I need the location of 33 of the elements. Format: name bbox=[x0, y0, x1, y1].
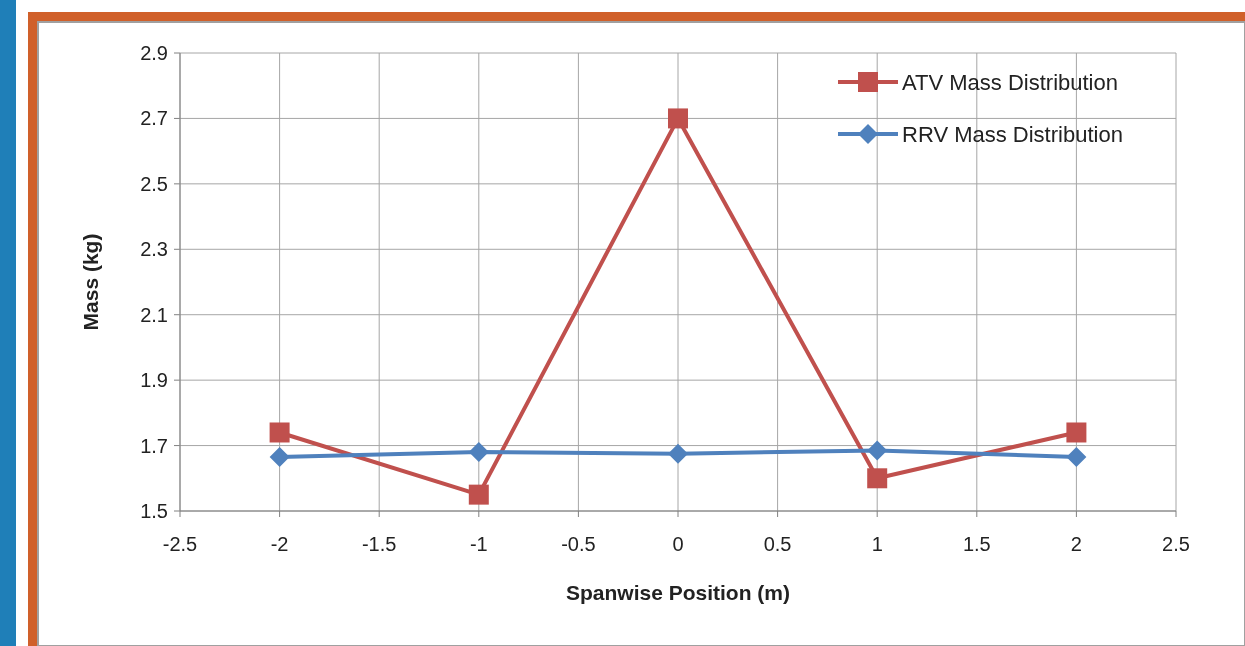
point bbox=[468, 484, 489, 505]
x-tick-label: 0.5 bbox=[763, 533, 792, 555]
x-tick-label: 1 bbox=[871, 533, 883, 555]
x-axis-title: Spanwise Position (m) bbox=[565, 581, 791, 604]
y-tick-label: 2.5 bbox=[140, 172, 168, 195]
point bbox=[668, 443, 688, 464]
legend-label: ATV Mass Distribution bbox=[902, 69, 1118, 95]
point bbox=[867, 468, 888, 489]
x-tick-label: 2 bbox=[1070, 533, 1082, 555]
y-axis-title: Mass (kg) bbox=[79, 233, 102, 331]
x-tick-label: -1 bbox=[469, 533, 488, 555]
x-tick-label: -0.5 bbox=[561, 533, 596, 555]
point bbox=[269, 422, 290, 443]
x-tick-label: -2 bbox=[270, 533, 289, 555]
x-tick-label: 2.5 bbox=[1162, 533, 1190, 555]
y-tick-label: 1.9 bbox=[140, 369, 168, 392]
y-tick-label: 2.1 bbox=[140, 303, 168, 326]
x-tick-label: -1.5 bbox=[361, 533, 397, 555]
x-tick-label: 0 bbox=[672, 533, 684, 555]
point bbox=[269, 447, 290, 468]
point bbox=[668, 108, 688, 129]
y-tick-label: 2.3 bbox=[140, 238, 168, 261]
point bbox=[867, 440, 888, 461]
x-tick-label: -2.5 bbox=[162, 533, 198, 555]
point bbox=[1066, 422, 1087, 443]
y-tick-label: 2.9 bbox=[140, 42, 168, 64]
y-tick-label: 2.7 bbox=[140, 107, 168, 130]
y-tick-label: 1.7 bbox=[140, 434, 168, 457]
point bbox=[1066, 447, 1087, 468]
legend-label: RRV Mass Distribution bbox=[902, 121, 1123, 147]
x-tick-label: 1.5 bbox=[962, 533, 991, 555]
point bbox=[468, 442, 489, 463]
y-tick-label: 1.5 bbox=[140, 500, 168, 522]
